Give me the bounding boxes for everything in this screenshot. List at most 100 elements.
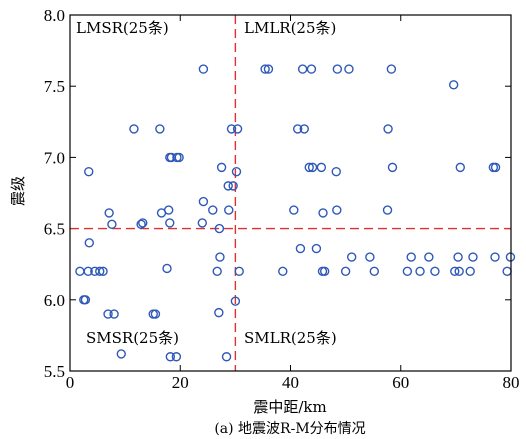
data-point [332, 205, 342, 215]
data-point [174, 152, 184, 163]
data-point [103, 309, 113, 319]
data-point [214, 307, 224, 318]
axis-ticks: 0 20 40 60 80 5.5 6.0 6.5 7.0 7.5 8.0 [44, 6, 520, 392]
data-point [84, 238, 94, 248]
x-tick-label: 20 [172, 373, 189, 392]
data-point [231, 166, 242, 177]
y-tick-label: 5.5 [44, 362, 65, 381]
data-point [402, 266, 413, 277]
x-tick-label: 0 [66, 373, 75, 392]
data-point [448, 80, 459, 90]
data-point [84, 166, 94, 177]
data-point [216, 162, 227, 173]
data-point [226, 124, 237, 134]
x-tick-label: 60 [392, 373, 409, 392]
data-point [208, 205, 218, 215]
data-point [221, 352, 232, 362]
y-tick-label: 8.0 [44, 6, 65, 25]
y-tick-label: 7.0 [44, 148, 65, 167]
data-point [331, 166, 341, 177]
data-point [344, 64, 354, 74]
data-point [502, 266, 512, 277]
data-point [430, 266, 440, 277]
data-point [162, 263, 172, 274]
data-point [215, 252, 225, 262]
data-point [165, 218, 175, 228]
quadrant-label-lmsr: LMSR(25条) [76, 19, 169, 37]
data-point [234, 266, 244, 277]
data-point [107, 219, 117, 230]
data-point [109, 309, 119, 319]
data-point [230, 296, 241, 306]
data-point [80, 295, 91, 305]
data-point [332, 64, 343, 74]
data-point [490, 252, 500, 262]
data-point [297, 64, 308, 74]
figure-caption: (a) 地震波R-M分布情况 [214, 421, 365, 437]
quadrant-label-smsr: SMSR(25条) [86, 329, 179, 347]
data-point [129, 124, 139, 134]
data-point [299, 124, 309, 134]
data-point [278, 266, 288, 277]
data-point [197, 218, 208, 228]
data-point [382, 205, 393, 215]
data-point [450, 266, 460, 277]
data-point [263, 64, 274, 74]
data-point [224, 205, 234, 215]
data-point [316, 162, 327, 173]
data-point [171, 352, 182, 362]
data-point [104, 208, 114, 218]
data-point [386, 64, 397, 74]
y-tick-label: 6.5 [44, 220, 65, 239]
data-point [306, 64, 317, 74]
data-point [365, 252, 375, 262]
data-point [214, 223, 225, 234]
data-point [155, 124, 165, 134]
y-tick-label: 6.0 [44, 291, 65, 310]
quadrant-label-lmlr: LMLR(25条) [244, 19, 336, 37]
y-tick-label: 7.5 [44, 77, 65, 96]
data-point [260, 64, 270, 74]
data-point [212, 266, 222, 277]
data-point [83, 266, 93, 277]
data-point [406, 252, 416, 262]
plot-frame [69, 14, 512, 372]
data-point [383, 124, 393, 134]
data-point [319, 266, 330, 277]
x-axis-label: 震中距/km [253, 398, 326, 416]
data-point [150, 309, 161, 319]
data-point [165, 352, 176, 362]
data-point [163, 205, 174, 215]
data-point [292, 124, 303, 134]
data-point [138, 218, 148, 228]
data-point [311, 243, 322, 254]
data-point [116, 349, 126, 359]
data-point [289, 205, 299, 215]
data-point [453, 252, 463, 262]
data-point [232, 124, 243, 134]
data-point [95, 266, 105, 277]
data-point [455, 162, 465, 173]
data-point [307, 162, 318, 173]
data-point [223, 181, 233, 191]
y-axis-label: 震级 [9, 176, 27, 206]
data-point [198, 196, 209, 207]
data-point [198, 64, 209, 74]
data-point [490, 162, 501, 173]
data-point [415, 266, 425, 277]
data-point [346, 252, 357, 262]
data-point [468, 252, 478, 262]
data-point [136, 219, 146, 230]
data-point [465, 266, 475, 277]
data-point [340, 266, 351, 277]
data-point [387, 162, 398, 173]
data-point [424, 252, 434, 262]
data-point [228, 181, 238, 191]
data-points [75, 64, 516, 362]
data-point [98, 266, 108, 277]
data-point [304, 162, 314, 173]
data-point [295, 243, 306, 254]
data-point [75, 266, 85, 277]
quadrant-label-smlr: SMLR(25条) [244, 329, 337, 347]
